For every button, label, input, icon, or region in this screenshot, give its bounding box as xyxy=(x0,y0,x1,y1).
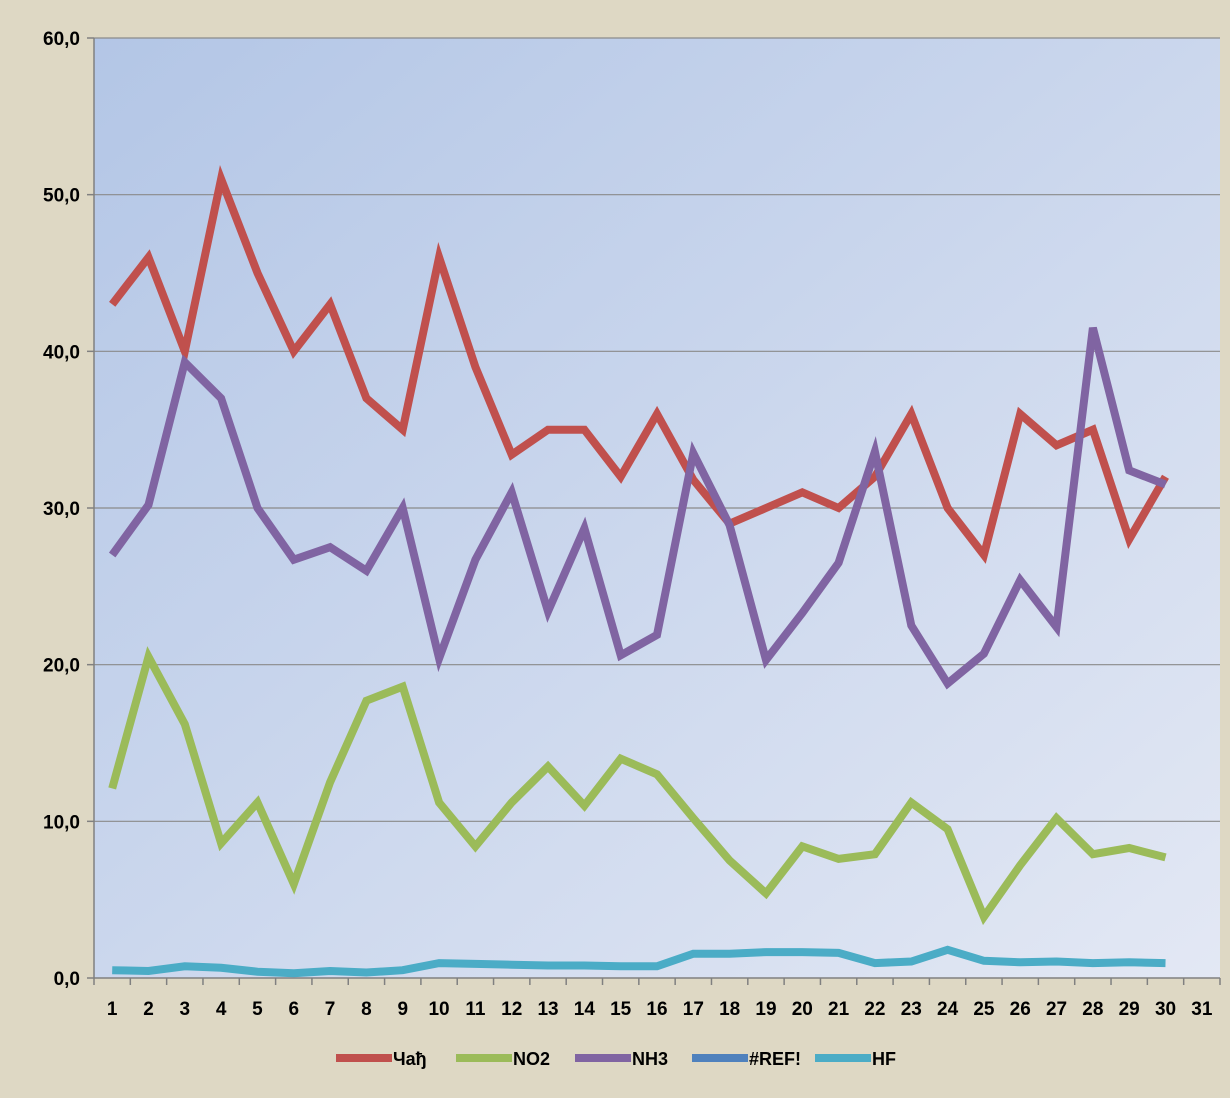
x-tick-label: 26 xyxy=(1010,999,1031,1020)
x-tick-label: 31 xyxy=(1191,999,1213,1020)
axes xyxy=(87,37,1221,985)
y-tick-label: 50,0 xyxy=(43,186,80,207)
x-tick-label: 3 xyxy=(180,999,191,1020)
x-tick-label: 23 xyxy=(901,999,922,1020)
x-tick-label: 6 xyxy=(288,999,299,1020)
x-tick-label: 2 xyxy=(143,999,154,1020)
series-line-NH3 xyxy=(108,326,1167,690)
x-tick-label: 14 xyxy=(574,999,596,1020)
x-tick-label: 4 xyxy=(216,999,227,1020)
y-tick-label: 20,0 xyxy=(43,656,80,677)
legend-item: HF xyxy=(815,1049,896,1069)
y-tick-label: 10,0 xyxy=(43,812,80,833)
legend-label: Чађ xyxy=(393,1049,427,1069)
x-tick-label: 19 xyxy=(755,999,776,1020)
series-line-HF xyxy=(112,945,1166,978)
legend-item: NO2 xyxy=(456,1049,550,1069)
x-tick-label: 5 xyxy=(252,999,263,1020)
x-tick-label: 24 xyxy=(937,999,959,1020)
series-line-Чађ xyxy=(109,164,1169,564)
x-tick-label: 15 xyxy=(610,999,632,1020)
x-tick-label: 20 xyxy=(792,999,813,1020)
y-tick-label: 60,0 xyxy=(43,29,80,50)
x-tick-label: 7 xyxy=(325,999,336,1020)
x-axis-tick-labels: 1 2 3 4 5 6 7 8 9 10 11 12 13 14 15 16 17 18 19 20 21 22 23 24 2… xyxy=(107,999,1213,1020)
gridlines xyxy=(94,37,1220,822)
x-tick-label: 27 xyxy=(1046,999,1067,1020)
x-tick-label: 17 xyxy=(683,999,704,1020)
legend-item: NH3 xyxy=(575,1049,668,1069)
legend-label: NH3 xyxy=(632,1049,668,1069)
x-tick-label: 11 xyxy=(465,999,486,1020)
legend-label: HF xyxy=(872,1049,896,1069)
x-tick-label: 29 xyxy=(1119,999,1140,1020)
legend-label: NO2 xyxy=(513,1049,550,1069)
x-tick-label: 9 xyxy=(397,999,408,1020)
y-axis-tick-labels: 0,0 10,0 20,0 30,0 40,0 50,0 60,0 xyxy=(43,29,80,990)
x-tick-label: 21 xyxy=(828,999,850,1020)
series-lines xyxy=(108,164,1169,978)
series-line-NO2 xyxy=(108,646,1167,926)
x-tick-label: 10 xyxy=(428,999,449,1020)
x-tick-label: 8 xyxy=(361,999,372,1020)
x-tick-label: 25 xyxy=(973,999,995,1020)
legend-item: #REF! xyxy=(692,1049,801,1069)
x-tick-label: 12 xyxy=(501,999,522,1020)
x-tick-label: 28 xyxy=(1082,999,1103,1020)
y-tick-label: 0,0 xyxy=(54,969,80,990)
legend: Чађ NO2 NH3 #REF! HF xyxy=(336,1049,896,1069)
x-tick-label: 22 xyxy=(864,999,885,1020)
legend-label: #REF! xyxy=(749,1049,801,1069)
y-tick-label: 30,0 xyxy=(43,499,80,520)
x-tick-label: 30 xyxy=(1155,999,1176,1020)
y-tick-label: 40,0 xyxy=(43,342,80,363)
x-tick-label: 13 xyxy=(537,999,558,1020)
x-tick-label: 18 xyxy=(719,999,740,1020)
legend-item: Чађ xyxy=(336,1049,427,1069)
x-tick-label: 16 xyxy=(646,999,667,1020)
x-tick-label: 1 xyxy=(107,999,118,1020)
